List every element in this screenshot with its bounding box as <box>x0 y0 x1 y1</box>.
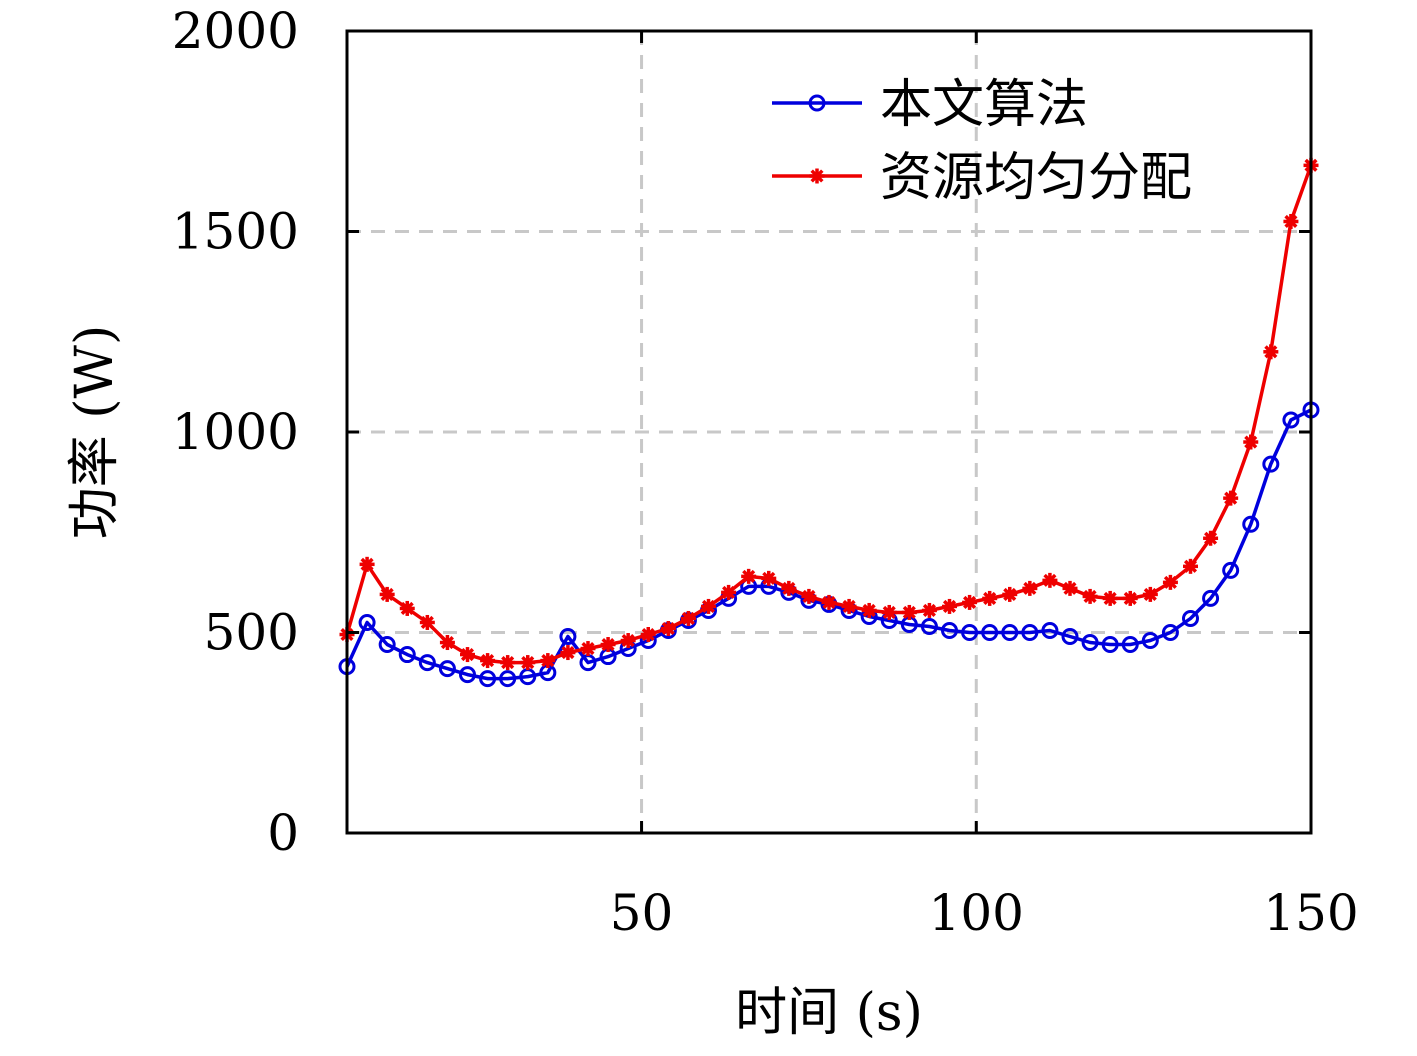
data-point <box>741 568 757 584</box>
legend-item: 资源均匀分配 <box>772 148 1192 208</box>
data-point <box>1203 530 1219 546</box>
x-axis-label: 时间 (s) <box>735 983 923 1043</box>
data-point <box>1082 588 1098 604</box>
data-point <box>1061 628 1079 646</box>
data-point <box>460 647 475 663</box>
data-point <box>1141 632 1159 650</box>
data-point <box>479 670 497 688</box>
data-point <box>418 654 436 672</box>
x-tick-label: 50 <box>610 884 674 942</box>
data-point <box>398 646 416 664</box>
data-point <box>1022 580 1038 596</box>
data-point <box>1122 590 1138 606</box>
data-point <box>1142 586 1158 602</box>
data-point <box>1021 624 1039 641</box>
data-point <box>761 570 777 586</box>
data-point <box>861 602 877 618</box>
data-point <box>1222 561 1240 579</box>
data-point <box>1042 572 1058 588</box>
data-point <box>901 604 917 620</box>
data-point <box>1242 515 1260 533</box>
data-point <box>438 660 456 678</box>
x-tick-label: 150 <box>1263 884 1358 942</box>
data-point <box>359 556 375 572</box>
x-tick-label: 100 <box>929 884 1024 942</box>
data-point <box>1121 636 1139 654</box>
data-point <box>459 666 476 684</box>
legend-label: 资源均匀分配 <box>880 148 1192 208</box>
axis-ticks: 0 500 1000 1500 2000 50 100 150 <box>172 2 1359 942</box>
data-point <box>1263 344 1279 360</box>
data-point <box>1001 624 1019 641</box>
series-2 <box>339 157 1319 671</box>
data-point <box>1102 590 1118 606</box>
legend-marker <box>809 168 825 184</box>
data-point <box>419 614 435 630</box>
data-point <box>378 636 396 654</box>
series-1 <box>338 401 1320 688</box>
data-point <box>358 613 376 631</box>
data-point <box>379 586 395 602</box>
data-point <box>680 610 696 626</box>
data-point <box>1283 213 1299 229</box>
data-point <box>841 598 857 614</box>
data-point <box>1202 589 1220 607</box>
data-point <box>560 645 576 661</box>
data-point <box>921 602 937 618</box>
data-point <box>801 588 817 604</box>
data-point <box>1062 580 1078 596</box>
y-axis-label: 功率 (W) <box>65 325 125 540</box>
data-point <box>540 653 556 669</box>
y-tick-label: 0 <box>267 804 299 862</box>
data-point <box>1081 634 1099 652</box>
data-point <box>1223 490 1239 506</box>
data-point <box>701 598 716 614</box>
series-layer <box>338 157 1320 688</box>
data-point <box>1262 455 1280 473</box>
data-point <box>1002 586 1018 602</box>
legend-item: 本文算法 <box>772 75 1088 135</box>
data-point <box>559 628 577 646</box>
data-point <box>640 627 656 643</box>
data-point <box>962 594 978 610</box>
y-tick-label: 500 <box>204 604 299 662</box>
data-point <box>1182 609 1199 627</box>
data-point <box>920 617 938 635</box>
data-point <box>781 580 797 596</box>
data-point <box>660 620 676 636</box>
data-point <box>480 653 496 669</box>
data-point <box>439 635 455 651</box>
data-point <box>1161 624 1179 641</box>
data-point <box>520 655 536 671</box>
data-point <box>1243 434 1259 450</box>
data-point <box>1282 411 1300 429</box>
data-point <box>620 633 636 649</box>
data-point <box>942 598 957 614</box>
data-point <box>600 637 616 653</box>
data-point <box>881 604 897 620</box>
data-point <box>821 594 837 610</box>
data-point <box>500 655 516 671</box>
data-point <box>1183 558 1198 574</box>
data-point <box>399 600 415 616</box>
data-point <box>982 590 998 606</box>
data-point <box>721 584 737 600</box>
legend-marker <box>808 94 826 112</box>
legend-label: 本文算法 <box>880 75 1088 135</box>
y-tick-label: 2000 <box>172 2 299 60</box>
data-point <box>961 624 979 641</box>
data-point <box>941 621 958 639</box>
y-tick-label: 1500 <box>172 203 299 261</box>
data-point <box>1041 621 1059 639</box>
data-point <box>580 641 596 657</box>
data-point <box>1101 636 1119 654</box>
data-point <box>1162 574 1178 590</box>
data-point <box>981 624 999 641</box>
data-point <box>499 670 517 688</box>
y-tick-label: 1000 <box>172 403 299 461</box>
